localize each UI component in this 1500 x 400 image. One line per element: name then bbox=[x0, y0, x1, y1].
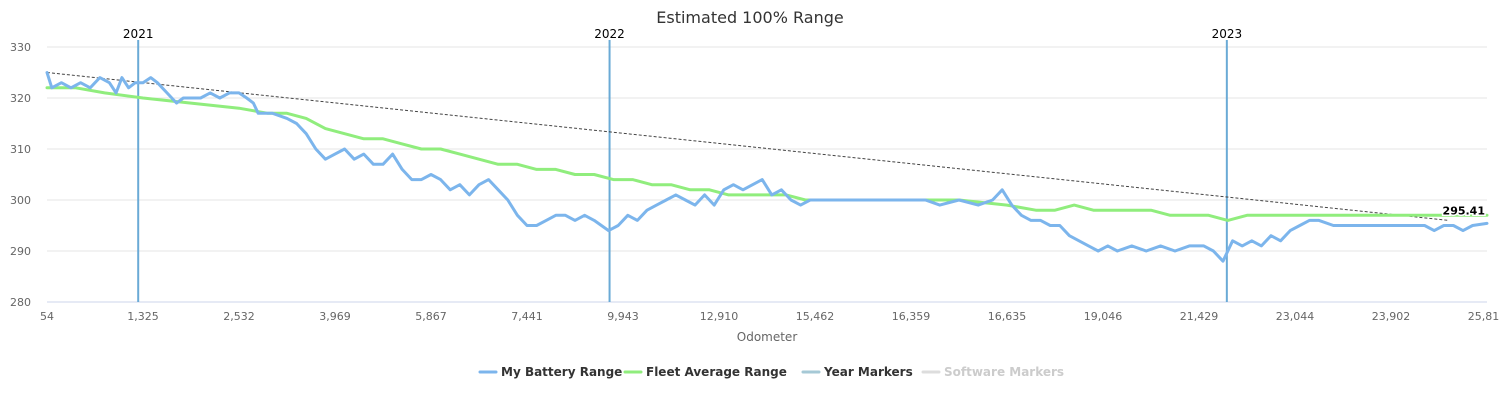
legend-label: Software Markers bbox=[944, 365, 1064, 379]
chart-title: Estimated 100% Range bbox=[656, 8, 843, 27]
x-tick-label: 2,532 bbox=[223, 310, 255, 323]
x-tick-label: 54 bbox=[40, 310, 54, 323]
x-tick-label: 5,867 bbox=[415, 310, 447, 323]
y-tick-label: 330 bbox=[10, 41, 31, 54]
x-tick-label: 21,429 bbox=[1180, 310, 1219, 323]
x-tick-label: 16,359 bbox=[892, 310, 931, 323]
legend-label: Year Markers bbox=[823, 365, 913, 379]
x-tick-label: 15,462 bbox=[796, 310, 835, 323]
series-line-my-battery-range bbox=[45, 71, 1489, 263]
y-tick-label: 280 bbox=[10, 296, 31, 309]
x-tick-label: 7,441 bbox=[511, 310, 543, 323]
legend-label: My Battery Range bbox=[501, 365, 622, 379]
y-tick-label: 300 bbox=[10, 194, 31, 207]
x-tick-label: 16,635 bbox=[988, 310, 1027, 323]
series-line-fleet-average-range bbox=[45, 86, 1489, 222]
series-lines: 295.41 bbox=[45, 71, 1489, 263]
x-tick-label: 23,044 bbox=[1276, 310, 1315, 323]
y-tick-label: 290 bbox=[10, 245, 31, 258]
x-axis-title: Odometer bbox=[737, 330, 798, 344]
legend-item-year-markers[interactable]: Year Markers bbox=[801, 365, 913, 379]
legend-item-my-battery-range[interactable]: My Battery Range bbox=[478, 365, 622, 379]
y-tick-label: 320 bbox=[10, 92, 31, 105]
trend-line bbox=[46, 72, 1449, 221]
x-tick-label: 25,812 bbox=[1468, 310, 1500, 323]
x-tick-label: 1,325 bbox=[127, 310, 159, 323]
x-tick-label: 12,910 bbox=[700, 310, 739, 323]
x-axis-ticks: 54 1,325 2,532 3,969 5,867 7,441 9,943 12,910 15… bbox=[40, 310, 1500, 323]
year-marker-label: 2021 bbox=[123, 27, 154, 41]
grid bbox=[47, 46, 1487, 303]
year-marker-label: 2022 bbox=[594, 27, 625, 41]
year-marker-label: 2023 bbox=[1212, 27, 1243, 41]
legend: My Battery Range Fleet Average Range Year … bbox=[478, 365, 1064, 379]
y-tick-label: 310 bbox=[10, 143, 31, 156]
year-markers: 2021 2022 2023 bbox=[123, 27, 1242, 302]
y-axis-ticks: 280 290 300 310 320 330 bbox=[10, 41, 31, 309]
legend-label: Fleet Average Range bbox=[646, 365, 787, 379]
x-tick-label: 19,046 bbox=[1084, 310, 1123, 323]
legend-item-fleet-average-range[interactable]: Fleet Average Range bbox=[623, 365, 787, 379]
end-data-label: 295.41 bbox=[1443, 204, 1485, 217]
x-tick-label: 9,943 bbox=[607, 310, 639, 323]
x-tick-label: 3,969 bbox=[319, 310, 351, 323]
x-tick-label: 23,902 bbox=[1372, 310, 1411, 323]
legend-item-software-markers[interactable]: Software Markers bbox=[921, 365, 1064, 379]
